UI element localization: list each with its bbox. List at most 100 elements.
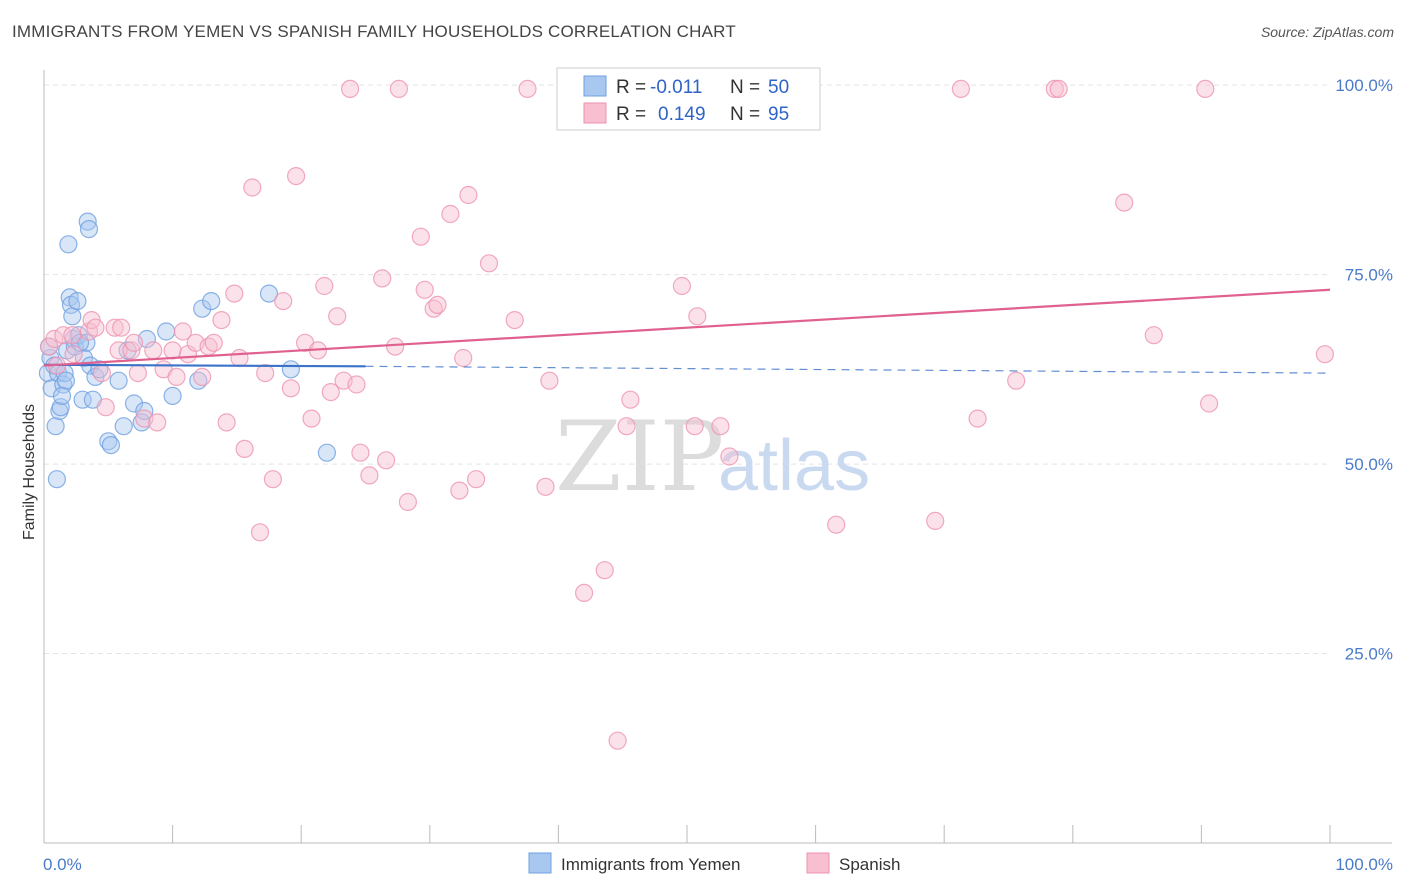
- point-spanish-19: [148, 413, 167, 432]
- point-yemen-25: [79, 220, 99, 239]
- point-spanish-72: [574, 583, 594, 603]
- point-spanish-90: [1115, 193, 1134, 212]
- bottom-legend-swatch-yemen: [528, 852, 552, 874]
- point-spanish-61: [441, 204, 460, 224]
- point-spanish-54: [386, 337, 405, 356]
- point-yemen-24: [78, 212, 97, 231]
- trend-lines: [43, 288, 1331, 374]
- point-spanish-74: [608, 731, 627, 750]
- point-spanish-13: [112, 318, 131, 337]
- point-yemen-4: [46, 417, 65, 436]
- source-label: Source: ZipAtlas.com: [1260, 24, 1394, 40]
- point-yemen-31: [101, 436, 121, 455]
- point-spanish-63: [454, 348, 473, 368]
- bottom-legend-label-yemen: Immigrants from Yemen: [561, 855, 741, 874]
- point-yemen-35: [124, 394, 144, 413]
- bottom-legend-label-spanish: Spanish: [839, 855, 900, 874]
- point-spanish-65: [467, 470, 486, 489]
- point-spanish-75: [617, 417, 636, 436]
- point-spanish-93: [1199, 394, 1219, 413]
- point-spanish-92: [1196, 79, 1215, 99]
- point-spanish-66: [479, 254, 499, 273]
- point-spanish-73: [595, 561, 614, 580]
- point-spanish-12: [109, 341, 128, 360]
- point-spanish-51: [360, 466, 379, 485]
- point-spanish-91: [1144, 326, 1163, 345]
- point-spanish-9: [92, 364, 112, 383]
- point-spanish-31: [225, 284, 244, 303]
- point-spanish-56: [398, 492, 417, 512]
- axes: [43, 70, 1392, 844]
- point-spanish-62: [450, 481, 469, 500]
- point-yemen-33: [114, 417, 133, 436]
- point-spanish-50: [351, 443, 370, 462]
- trend-spanish: [43, 288, 1331, 367]
- point-spanish-88: [1045, 79, 1064, 99]
- point-spanish-30: [217, 413, 236, 432]
- point-yemen-48: [52, 386, 72, 405]
- point-spanish-70: [540, 371, 559, 390]
- bottom-legend-swatch-spanish: [806, 852, 830, 874]
- point-spanish-21: [163, 341, 182, 360]
- point-spanish-22: [167, 367, 186, 386]
- point-spanish-53: [377, 451, 396, 470]
- point-spanish-4: [63, 326, 82, 345]
- legend-r-value-yemen: -0.011: [650, 77, 702, 98]
- data-points: [38, 79, 1335, 750]
- legend-swatch-yemen: [583, 75, 607, 97]
- point-spanish-68: [518, 79, 537, 99]
- legend-n-label-spanish: N =: [730, 104, 760, 125]
- point-spanish-44: [315, 276, 334, 296]
- point-spanish-48: [341, 79, 360, 99]
- y-axis-label: Family Households: [21, 404, 38, 540]
- point-spanish-28: [204, 333, 223, 352]
- y-tick-label-3: 100.0%: [1335, 76, 1393, 95]
- point-spanish-33: [235, 439, 254, 458]
- point-spanish-8: [86, 318, 105, 337]
- watermark-zip: ZIP: [555, 401, 724, 513]
- point-spanish-37: [263, 470, 282, 489]
- point-spanish-35: [250, 523, 270, 542]
- point-yemen-32: [109, 371, 128, 390]
- point-spanish-81: [711, 417, 730, 436]
- point-spanish-67: [505, 311, 524, 330]
- point-spanish-1: [45, 329, 64, 349]
- point-yemen-23: [77, 333, 96, 352]
- point-spanish-26: [193, 367, 212, 386]
- legend-n-value-yemen: 50: [768, 77, 789, 98]
- watermark: ZIP atlas: [555, 401, 870, 513]
- point-yemen-44: [259, 284, 279, 303]
- point-spanish-80: [688, 307, 707, 326]
- point-yemen-46: [317, 443, 336, 462]
- point-spanish-42: [302, 409, 321, 428]
- point-yemen-39: [157, 322, 176, 341]
- point-spanish-87: [1007, 371, 1026, 390]
- point-spanish-5: [64, 345, 83, 364]
- point-yemen-40: [163, 386, 182, 405]
- legend-n-label-yemen: N =: [730, 77, 760, 98]
- point-spanish-64: [459, 185, 478, 205]
- point-spanish-79: [685, 417, 704, 436]
- legend-r-value-spanish: 0.149: [658, 104, 706, 125]
- point-spanish-15: [124, 333, 144, 352]
- legend-swatch-spanish: [583, 102, 607, 124]
- legend-r-label-spanish: R =: [616, 104, 646, 125]
- point-yemen-37: [135, 401, 154, 421]
- watermark-atlas: atlas: [718, 426, 870, 506]
- point-spanish-76: [621, 390, 640, 409]
- legend-n-value-spanish: 95: [768, 104, 789, 125]
- tick-labels: 25.0% 50.0% 75.0% 100.0% 0.0% 100.0%: [43, 76, 1393, 874]
- point-spanish-16: [128, 364, 147, 383]
- point-spanish-85: [951, 79, 971, 99]
- legend-r-label-yemen: R =: [616, 77, 646, 98]
- point-yemen-43: [202, 292, 221, 311]
- point-spanish-11: [105, 318, 124, 337]
- point-yemen-11: [56, 371, 76, 390]
- y-tick-label-2: 75.0%: [1345, 266, 1393, 285]
- point-spanish-86: [968, 409, 987, 428]
- point-yemen-21: [73, 390, 92, 409]
- y-tick-label-0: 25.0%: [1345, 645, 1393, 664]
- point-spanish-60: [428, 295, 447, 314]
- point-yemen-45: [281, 360, 300, 379]
